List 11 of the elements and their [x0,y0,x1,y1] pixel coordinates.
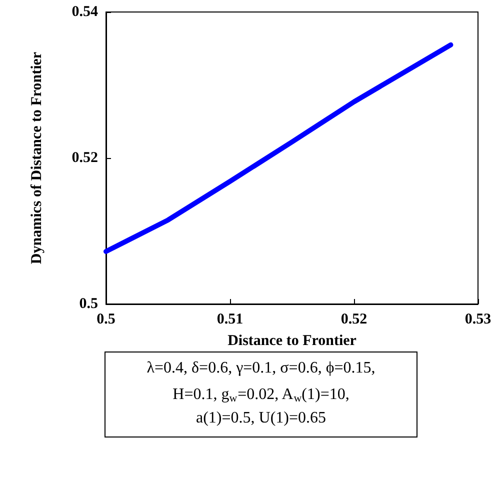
y-axis-title: Dynamics of Distance to Frontier [29,52,45,264]
x-tick-label: 0.5 [96,312,116,328]
x-tick-label: 0.53 [464,312,492,328]
x-axis-title: Distance to Frontier [228,332,357,349]
x-tick-label: 0.52 [340,312,368,328]
y-tick-label: 0.54 [72,4,98,20]
y-tick-label: 0.52 [72,150,98,166]
text: λ=0.4, δ=0.6, γ=0.1, σ=0.6, ϕ=0.15, [146,360,376,376]
y-tick-label: 0.5 [79,296,98,312]
text: a(1)=0.5, U(1)=0.65 [196,410,326,426]
x-tick-label: 0.51 [216,312,244,328]
